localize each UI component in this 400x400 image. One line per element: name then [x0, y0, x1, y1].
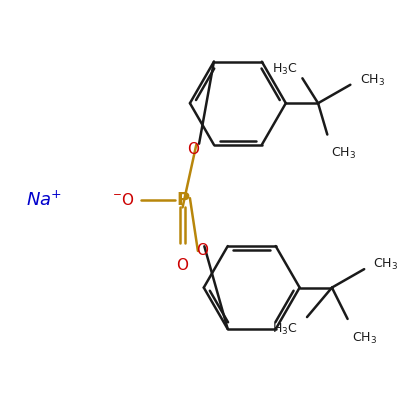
- Text: P: P: [176, 191, 189, 209]
- Text: H$_3$C: H$_3$C: [272, 62, 298, 77]
- Text: O: O: [196, 244, 208, 258]
- Text: O: O: [188, 142, 200, 157]
- Text: CH$_3$: CH$_3$: [374, 257, 398, 272]
- Text: CH$_3$: CH$_3$: [360, 72, 385, 88]
- Text: O: O: [176, 258, 188, 273]
- Text: CH$_3$: CH$_3$: [331, 146, 356, 161]
- Text: $^{-}$O: $^{-}$O: [112, 192, 135, 208]
- Text: CH$_3$: CH$_3$: [352, 331, 377, 346]
- Text: Na$^{+}$: Na$^{+}$: [26, 190, 62, 210]
- Text: H$_3$C: H$_3$C: [272, 322, 298, 337]
